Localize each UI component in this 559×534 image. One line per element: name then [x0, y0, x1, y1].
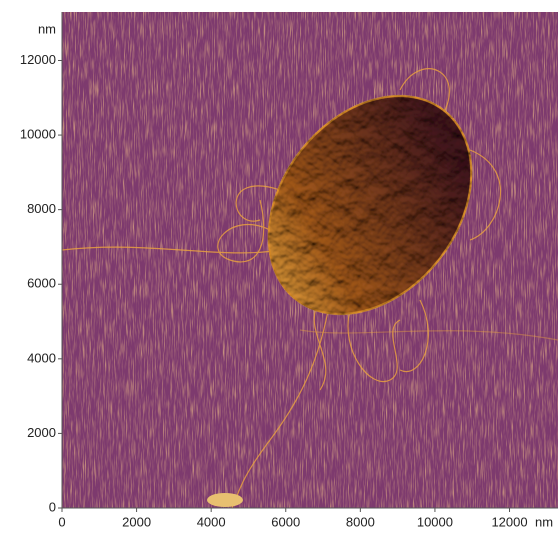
y-tick-label: 12000 [20, 52, 56, 67]
y-tick-label: 4000 [27, 350, 56, 365]
x-tick-label: 0 [58, 514, 65, 529]
x-unit: nm [535, 514, 553, 529]
y-tick-label: 8000 [27, 201, 56, 216]
y-tick-label: 0 [49, 499, 56, 514]
x-tick-label: 4000 [197, 514, 226, 529]
y-tick-label: 2000 [27, 425, 56, 440]
x-tick-label: 12000 [491, 514, 527, 529]
x-tick-label: 6000 [271, 514, 300, 529]
y-tick-label: 6000 [27, 276, 56, 291]
afm-image [62, 12, 558, 508]
x-tick-label: 8000 [346, 514, 375, 529]
afm-figure: nm nm 0 2000 4000 6000 8000 10000 12000 0 2000 40… [0, 0, 559, 534]
debris [207, 493, 243, 507]
x-tick-label: 2000 [122, 514, 151, 529]
x-tick-label: 10000 [417, 514, 453, 529]
y-unit: nm [38, 21, 56, 36]
y-tick-label: 10000 [20, 127, 56, 142]
page: nm nm 0 2000 4000 6000 8000 10000 12000 0 2000 40… [0, 0, 559, 534]
